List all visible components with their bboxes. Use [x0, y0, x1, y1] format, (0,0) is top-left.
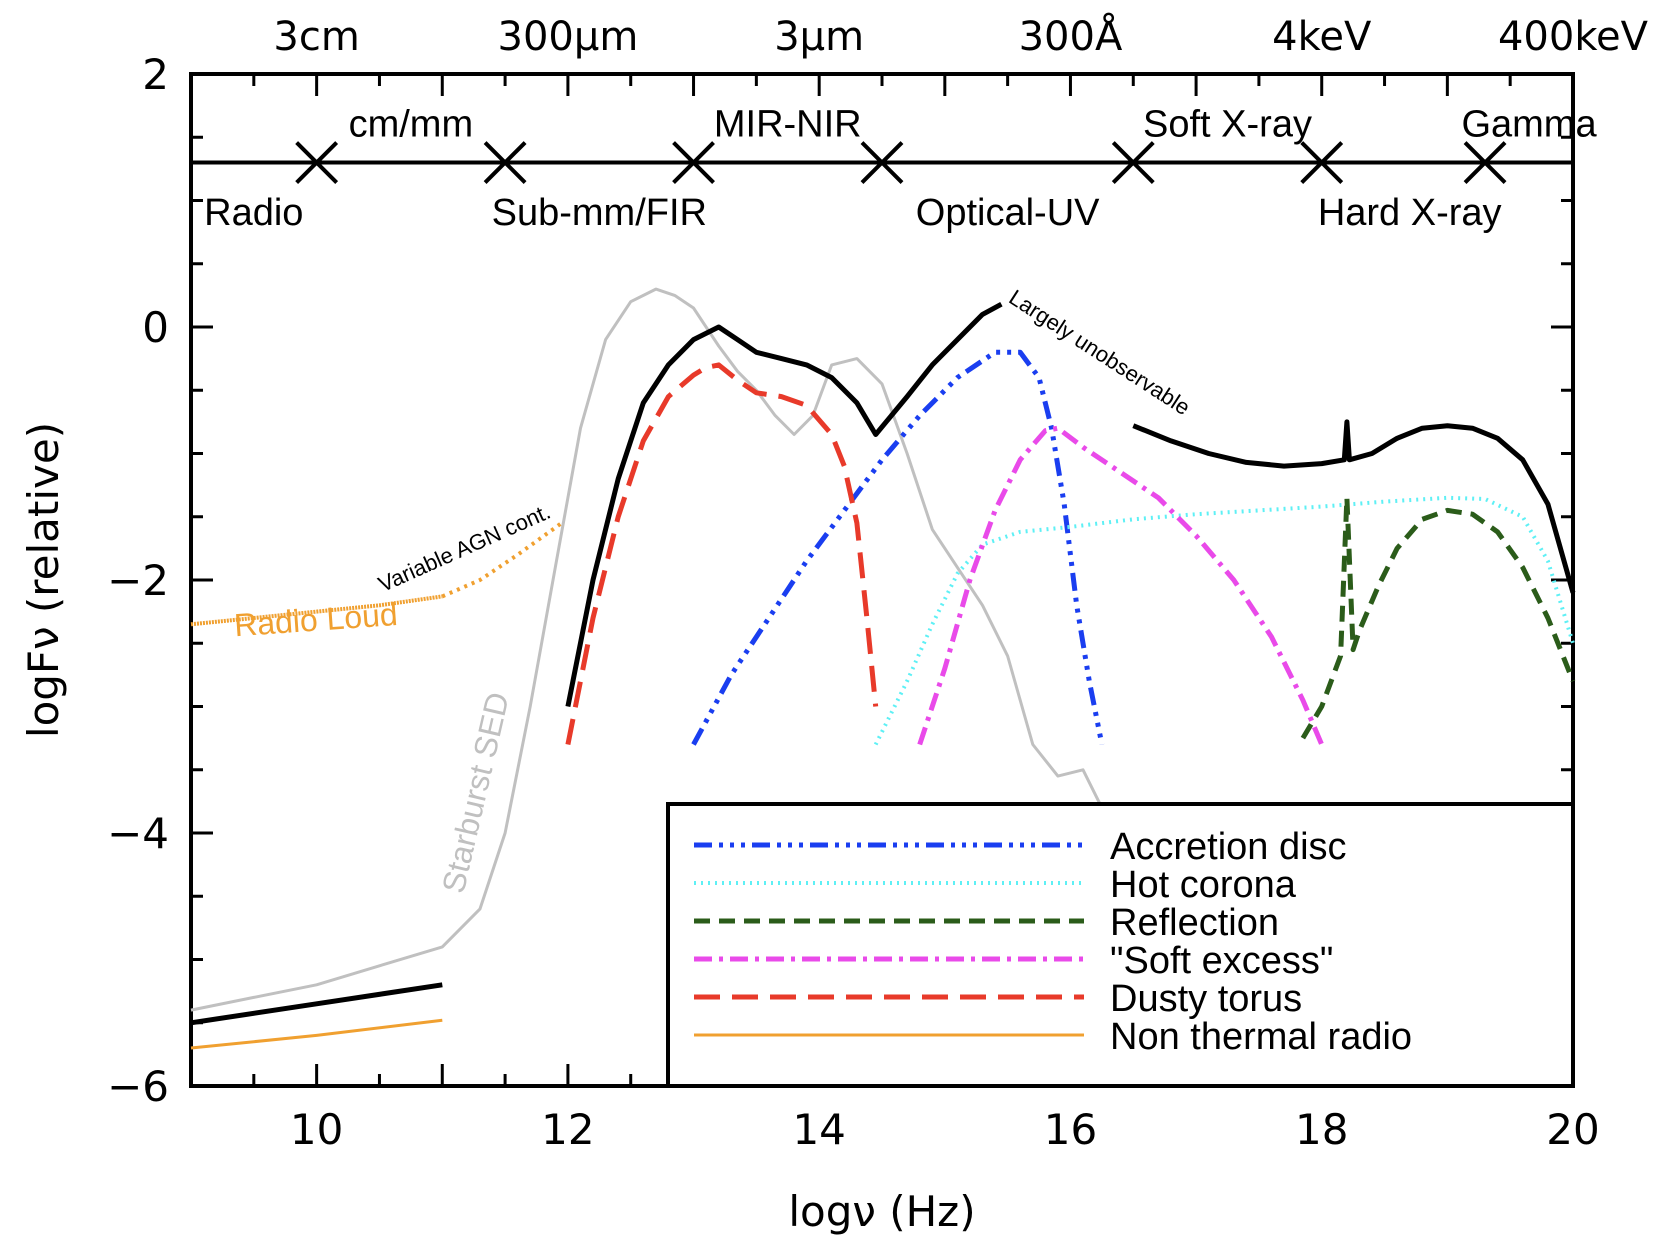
band-boundary-marker [483, 141, 527, 184]
series-line-soft-excess [917, 425, 1325, 746]
annotation-largely: Largely unobservable [1005, 285, 1195, 421]
legend-label: Accretion disc [1110, 826, 1347, 868]
band-boundary-marker [860, 141, 904, 184]
annotation-radioloud: Radio Loud [233, 596, 399, 643]
top-axis-labels: 3cm 300μm 3μm 300Å 4keV 400keV [273, 12, 1648, 60]
band-boundary-marker [1463, 141, 1507, 184]
band-label: cm/mm [349, 104, 474, 146]
legend-label: Reflection [1110, 902, 1279, 944]
y-tick-label: 2 [142, 50, 169, 99]
x-tick-label: 20 [1546, 1105, 1599, 1154]
band-boundary-marker [1300, 141, 1344, 184]
top-axis-label: 3μm [774, 14, 864, 60]
x-axis-title: logν (Hz) [788, 1187, 975, 1236]
top-axis-label: 400keV [1498, 14, 1649, 60]
band-bar: cm/mm MIR-NIR Soft X-ray Gamma Radio Sub-mm/F… [191, 104, 1597, 234]
band-label: MIR-NIR [714, 104, 862, 146]
y-tick-label: −4 [107, 809, 169, 858]
x-tick-group: 10 12 14 16 18 20 [189, 74, 1600, 1154]
x-tick-label: 10 [290, 1105, 343, 1154]
series-line-radio-loud [190, 594, 443, 627]
top-axis-label: 300μm [498, 14, 639, 60]
top-axis-label: 3cm [273, 14, 359, 60]
legend-label: "Soft excess" [1110, 940, 1333, 982]
y-tick-label: 0 [142, 303, 169, 352]
y-tick-label: −2 [107, 556, 169, 605]
top-axis-label: 300Å [1019, 12, 1123, 60]
series-line-reflection [1300, 495, 1576, 740]
series-line-total-sed-radio [190, 982, 443, 1026]
legend-label: Hot corona [1110, 864, 1297, 906]
x-tick-label: 12 [541, 1105, 594, 1154]
annotation-starburst: Starburst SED [435, 689, 516, 896]
series-line-non-thermal-radio [190, 1018, 443, 1050]
x-tick-label: 14 [792, 1105, 845, 1154]
x-tick-label: 16 [1044, 1105, 1097, 1154]
band-boundary-marker [672, 141, 715, 184]
band-label: Gamma [1461, 104, 1597, 146]
legend-label: Non thermal radio [1110, 1016, 1412, 1058]
band-boundary-marker [1111, 141, 1155, 184]
legend-label: Dusty torus [1110, 978, 1302, 1020]
series-line-hot-corona [873, 495, 1575, 746]
y-axis-title: logFν (relative) [19, 422, 68, 738]
band-label: Soft X-ray [1143, 104, 1312, 146]
series-group [190, 287, 1576, 1050]
x-tick-label: 18 [1295, 1105, 1348, 1154]
band-label: Sub-mm/FIR [492, 192, 707, 234]
series-line-total-sed [565, 301, 1003, 707]
series-line-starburst-sed [190, 287, 1110, 1012]
series-line-dusty-torus [565, 362, 879, 745]
band-boundary-marker [295, 141, 339, 184]
band-label: Hard X-ray [1318, 192, 1502, 234]
legend-box [666, 802, 1575, 1088]
series-line-accretion-disc [691, 349, 1105, 746]
y-tick-label: −6 [107, 1062, 169, 1111]
band-label: Radio [204, 192, 303, 234]
band-label: Optical-UV [916, 192, 1100, 234]
top-axis-label: 4keV [1272, 14, 1372, 60]
series-line-total-sed-x-ray [1132, 419, 1576, 594]
series-line-variable-agn-cont [441, 521, 563, 599]
